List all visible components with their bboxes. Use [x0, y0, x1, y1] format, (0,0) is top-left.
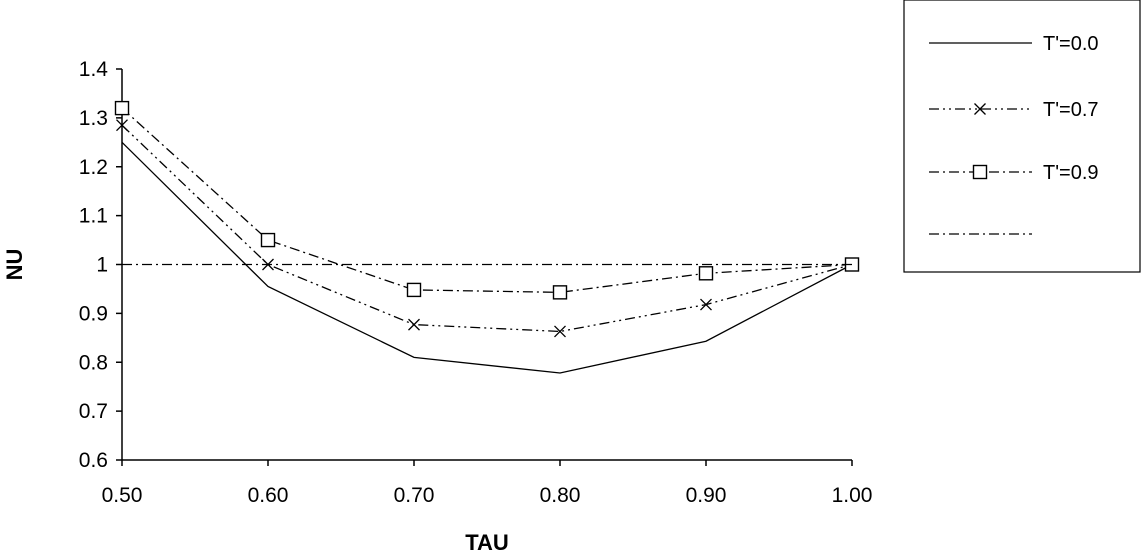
- y-tick-label: 1.2: [79, 156, 108, 179]
- legend-label: T'=0.9: [1043, 162, 1099, 184]
- legend-item: T'=0.9: [929, 162, 1099, 184]
- y-ticks: 0.6 0.7 0.8 0.9 1 1.1 1.2 1.3 1.4: [79, 58, 122, 472]
- data-point: [116, 119, 128, 132]
- y-tick-label: 1.4: [79, 58, 109, 81]
- data-point: [700, 298, 712, 311]
- legend: T'=0.0 T'=0.7 T'=0.9: [903, 0, 1141, 273]
- x-tick-label: 0.80: [540, 484, 581, 507]
- x-tick-label: 1.00: [832, 484, 873, 507]
- legend-item: T'=0.0: [929, 33, 1099, 55]
- legend-marker: [972, 164, 988, 180]
- series-line: [121, 124, 853, 333]
- data-point: [552, 285, 568, 300]
- series-2: [114, 100, 860, 300]
- series-layer: [114, 100, 860, 374]
- x-tick-label: 0.50: [102, 484, 143, 507]
- series-line: [121, 107, 853, 294]
- x-tick-label: 0.60: [248, 484, 289, 507]
- data-point: [554, 325, 566, 338]
- data-point: [260, 232, 276, 248]
- legend-items: T'=0.0 T'=0.7 T'=0.9: [929, 33, 1099, 235]
- data-point: [698, 266, 714, 281]
- x-axis-title: TAU: [465, 530, 509, 555]
- y-tick-label: 0.7: [79, 400, 108, 423]
- x-tick-label: 0.90: [686, 484, 727, 507]
- legend-label: T'=0.7: [1043, 99, 1099, 121]
- data-point: [408, 318, 420, 331]
- y-tick-label: 0.6: [79, 449, 108, 472]
- legend-item: T'=0.7: [929, 99, 1099, 121]
- legend-box: [903, 0, 1141, 273]
- series-line: [121, 141, 853, 374]
- y-tick-label: 1.3: [79, 107, 108, 130]
- y-tick-label: 1.1: [79, 205, 108, 228]
- series-1: [116, 119, 858, 338]
- series-0: [121, 141, 853, 374]
- legend-marker: [974, 103, 986, 115]
- data-point: [406, 282, 422, 298]
- y-tick-label: 0.9: [79, 302, 108, 325]
- x-tick-label: 0.70: [394, 484, 435, 507]
- data-point: [114, 100, 130, 116]
- x-ticks: 0.50 0.60 0.70 0.80 0.90 1.00: [102, 460, 873, 507]
- legend-label: T'=0.0: [1043, 33, 1099, 55]
- y-tick-label: 0.8: [79, 351, 108, 374]
- y-tick-label: 1: [96, 254, 108, 277]
- y-axis-title: NU: [2, 249, 27, 281]
